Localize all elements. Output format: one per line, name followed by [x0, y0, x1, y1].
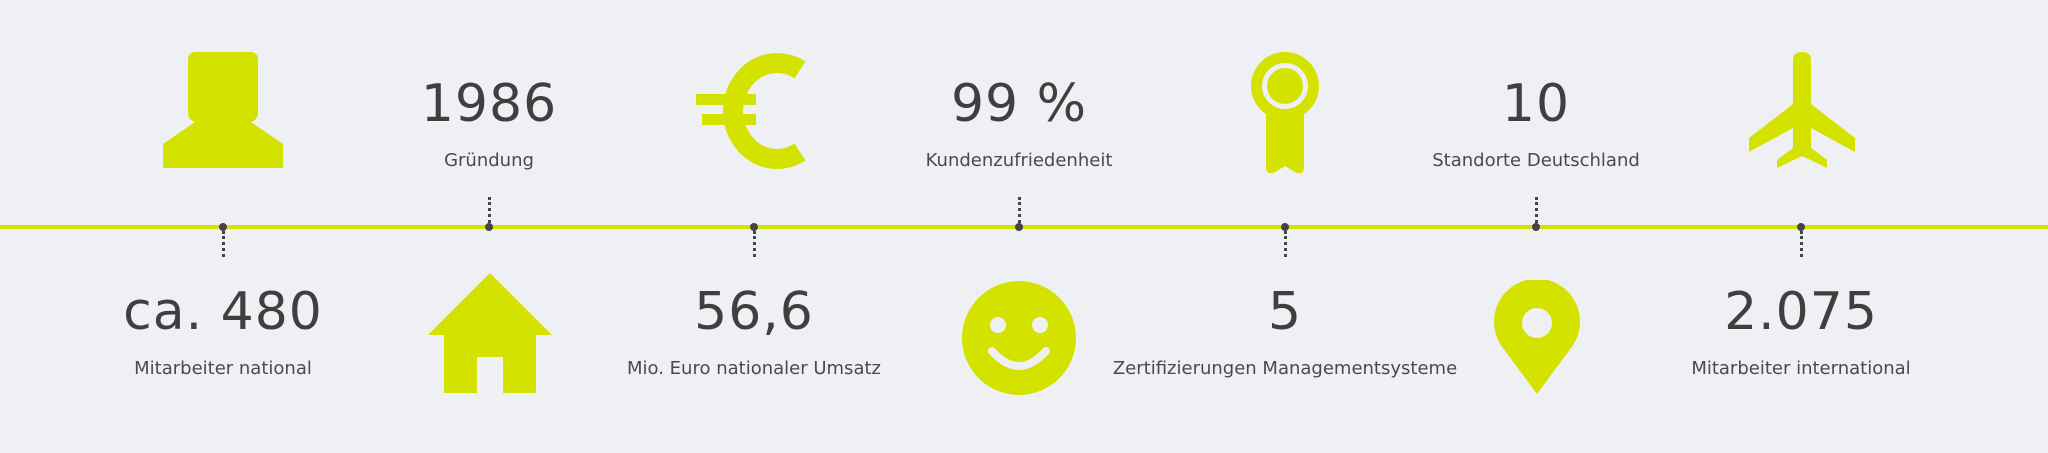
timeline-line — [0, 225, 2048, 229]
stat-value: 10 — [1501, 74, 1571, 134]
location-pin-icon — [1494, 280, 1580, 394]
timeline-connector — [1018, 197, 1021, 223]
timeline-dot — [1797, 223, 1805, 231]
timeline-dot — [1532, 223, 1540, 231]
stat-value: 5 — [1267, 282, 1303, 342]
smiley-icon — [962, 281, 1076, 395]
stat-value: ca. 480 — [123, 282, 323, 342]
stat-value: 2.075 — [1724, 282, 1878, 342]
stat-label: Kundenzufriedenheit — [925, 150, 1113, 171]
stat-label: Standorte Deutschland — [1432, 150, 1640, 171]
house-icon — [428, 273, 552, 393]
timeline-connector — [1535, 197, 1538, 223]
stat-label: Mitarbeiter national — [134, 358, 312, 379]
stat-label: Mio. Euro nationaler Umsatz — [627, 358, 881, 379]
person-icon — [163, 52, 283, 168]
timeline-connector — [488, 197, 491, 223]
timeline-dot — [219, 223, 227, 231]
euro-icon — [696, 50, 806, 172]
award-ribbon-icon — [1248, 52, 1322, 176]
timeline-dot — [485, 223, 493, 231]
stat-label: Mitarbeiter international — [1691, 358, 1911, 379]
stat-value: 56,6 — [694, 282, 814, 342]
timeline-dot — [1281, 223, 1289, 231]
stat-label: Gründung — [444, 150, 534, 171]
timeline-connector — [1284, 231, 1287, 257]
timeline-connector — [1800, 231, 1803, 257]
stat-label: Zertifizierungen Managementsysteme — [1112, 358, 1458, 379]
stat-value: 99 % — [950, 74, 1088, 134]
timeline-dot — [750, 223, 758, 231]
airplane-icon — [1749, 52, 1855, 168]
timeline-connector — [222, 231, 225, 257]
timeline-connector — [753, 231, 756, 257]
stat-value: 1986 — [420, 74, 558, 134]
timeline-dot — [1015, 223, 1023, 231]
